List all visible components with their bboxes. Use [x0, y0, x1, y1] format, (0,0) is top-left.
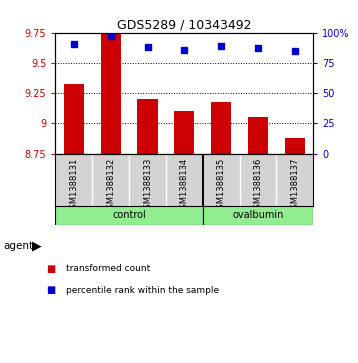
- Bar: [137, 99, 158, 154]
- Title: GDS5289 / 10343492: GDS5289 / 10343492: [117, 19, 252, 32]
- Text: GSM1388131: GSM1388131: [69, 158, 78, 214]
- Bar: [285, 138, 305, 154]
- Text: agent: agent: [4, 241, 34, 251]
- Bar: [248, 117, 268, 154]
- Text: GSM1388132: GSM1388132: [106, 158, 115, 214]
- Text: control: control: [112, 210, 146, 220]
- Text: ▶: ▶: [32, 240, 42, 253]
- Bar: [211, 102, 231, 154]
- Text: transformed count: transformed count: [66, 264, 150, 273]
- Text: GSM1388133: GSM1388133: [143, 158, 152, 214]
- Bar: [101, 33, 121, 154]
- Bar: [64, 83, 84, 154]
- Text: GSM1388136: GSM1388136: [253, 158, 262, 214]
- Text: ovalbumin: ovalbumin: [232, 210, 284, 220]
- Text: percentile rank within the sample: percentile rank within the sample: [66, 286, 219, 295]
- Bar: [174, 111, 194, 154]
- Bar: [55, 205, 203, 225]
- Text: GSM1388135: GSM1388135: [217, 158, 226, 214]
- Text: GSM1388137: GSM1388137: [290, 158, 299, 214]
- Text: ■: ■: [47, 285, 56, 295]
- Text: GSM1388134: GSM1388134: [180, 158, 189, 214]
- Text: ■: ■: [47, 264, 56, 274]
- Bar: [203, 205, 313, 225]
